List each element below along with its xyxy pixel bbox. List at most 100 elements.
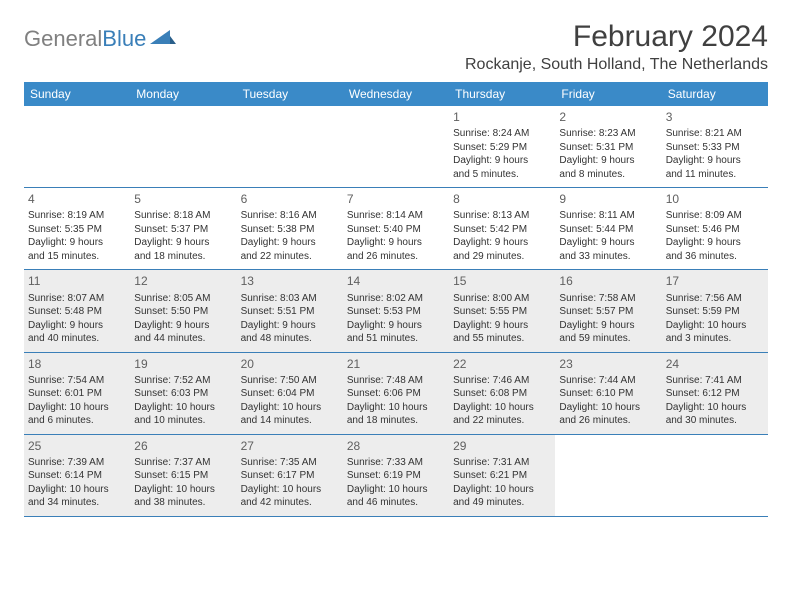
week-row: 1Sunrise: 8:24 AMSunset: 5:29 PMDaylight… — [24, 106, 768, 188]
day-sunrise: Sunrise: 8:19 AM — [28, 209, 126, 223]
day-cell: 29Sunrise: 7:31 AMSunset: 6:21 PMDayligh… — [449, 435, 555, 516]
day-sunset: Sunset: 6:03 PM — [134, 387, 232, 401]
day-sunset: Sunset: 5:46 PM — [666, 223, 764, 237]
day-number: 16 — [559, 273, 657, 289]
day-sunrise: Sunrise: 7:56 AM — [666, 292, 764, 306]
day-sunset: Sunset: 5:37 PM — [134, 223, 232, 237]
day-day1: Daylight: 10 hours — [559, 401, 657, 415]
day-cell — [662, 435, 768, 516]
day-cell: 27 Sunrise: 7:35 AMSunset: 6:17 PMDayligh… — [237, 435, 343, 516]
day-sunrise: Sunrise: 7:54 AM — [28, 374, 126, 388]
header: GeneralBlue February 2024 Rockanje, Sout… — [24, 20, 768, 74]
day-info: Sunrise: 7:35 AMSunset: 6:17 PMDaylight:… — [241, 456, 339, 510]
day-info: Sunrise: 7:41 AMSunset: 6:12 PMDaylight:… — [666, 374, 764, 428]
day-number: 24 — [666, 356, 764, 372]
day-info: Sunrise: 8:07 AMSunset: 5:48 PMDaylight:… — [28, 292, 126, 346]
day-sunset: Sunset: 5:51 PM — [241, 305, 339, 319]
day-info: Sunrise: 7:39 AMSunset: 6:14 PMDaylight:… — [28, 456, 126, 510]
day-day2: and 18 minutes. — [347, 414, 445, 428]
day-day2: and 46 minutes. — [347, 496, 445, 510]
day-sunset: Sunset: 6:08 PM — [453, 387, 551, 401]
day-sunset: Sunset: 5:59 PM — [666, 305, 764, 319]
day-sunrise: Sunrise: 7:46 AM — [453, 374, 551, 388]
day-cell: 25 Sunrise: 7:39 AMSunset: 6:14 PMDayligh… — [24, 435, 130, 516]
day-info: Sunrise: 8:09 AMSunset: 5:46 PMDaylight:… — [666, 209, 764, 263]
day-day2: and 26 minutes. — [347, 250, 445, 264]
day-number: 27 — [241, 438, 339, 454]
day-sunrise: Sunrise: 7:50 AM — [241, 374, 339, 388]
day-day1: Daylight: 10 hours — [134, 483, 232, 497]
week-row: 11Sunrise: 8:07 AMSunset: 5:48 PMDayligh… — [24, 270, 768, 352]
day-sunrise: Sunrise: 8:21 AM — [666, 127, 764, 141]
day-day1: Daylight: 9 hours — [28, 236, 126, 250]
logo: GeneralBlue — [24, 26, 176, 52]
day-day2: and 3 minutes. — [666, 332, 764, 346]
day-number: 19 — [134, 356, 232, 372]
day-number: 15 — [453, 273, 551, 289]
day-info: Sunrise: 8:24 AMSunset: 5:29 PMDaylight:… — [453, 127, 551, 181]
day-sunrise: Sunrise: 8:02 AM — [347, 292, 445, 306]
day-day2: and 10 minutes. — [134, 414, 232, 428]
day-sunset: Sunset: 5:57 PM — [559, 305, 657, 319]
day-info: Sunrise: 8:14 AMSunset: 5:40 PMDaylight:… — [347, 209, 445, 263]
day-sunset: Sunset: 5:42 PM — [453, 223, 551, 237]
day-sunset: Sunset: 6:21 PM — [453, 469, 551, 483]
day-cell: 14Sunrise: 8:02 AMSunset: 5:53 PMDayligh… — [343, 270, 449, 351]
day-sunrise: Sunrise: 7:31 AM — [453, 456, 551, 470]
day-sunset: Sunset: 6:15 PM — [134, 469, 232, 483]
day-day1: Daylight: 10 hours — [666, 401, 764, 415]
day-cell: 2Sunrise: 8:23 AMSunset: 5:31 PMDaylight… — [555, 106, 661, 187]
day-info: Sunrise: 8:05 AMSunset: 5:50 PMDaylight:… — [134, 292, 232, 346]
day-sunset: Sunset: 6:19 PM — [347, 469, 445, 483]
day-cell — [130, 106, 236, 187]
day-info: Sunrise: 7:58 AMSunset: 5:57 PMDaylight:… — [559, 292, 657, 346]
day-day2: and 22 minutes. — [241, 250, 339, 264]
day-sunrise: Sunrise: 7:33 AM — [347, 456, 445, 470]
day-number: 25 — [28, 438, 126, 454]
day-sunset: Sunset: 6:10 PM — [559, 387, 657, 401]
day-day2: and 15 minutes. — [28, 250, 126, 264]
day-sunrise: Sunrise: 7:48 AM — [347, 374, 445, 388]
day-cell: 28 Sunrise: 7:33 AMSunset: 6:19 PMDayligh… — [343, 435, 449, 516]
day-number: 9 — [559, 191, 657, 207]
day-info: Sunrise: 8:11 AMSunset: 5:44 PMDaylight:… — [559, 209, 657, 263]
day-cell: 21Sunrise: 7:48 AMSunset: 6:06 PMDayligh… — [343, 353, 449, 434]
month-title: February 2024 — [465, 20, 768, 54]
day-day1: Daylight: 9 hours — [134, 319, 232, 333]
logo-part1: General — [24, 26, 102, 51]
day-sunrise: Sunrise: 8:00 AM — [453, 292, 551, 306]
day-sunrise: Sunrise: 8:07 AM — [28, 292, 126, 306]
day-info: Sunrise: 7:52 AMSunset: 6:03 PMDaylight:… — [134, 374, 232, 428]
day-cell — [24, 106, 130, 187]
day-day1: Daylight: 9 hours — [241, 236, 339, 250]
day-sunset: Sunset: 5:55 PM — [453, 305, 551, 319]
day-day2: and 6 minutes. — [28, 414, 126, 428]
day-sunrise: Sunrise: 8:05 AM — [134, 292, 232, 306]
weekday-header: SundayMondayTuesdayWednesdayThursdayFrid… — [24, 82, 768, 106]
day-day2: and 51 minutes. — [347, 332, 445, 346]
day-day1: Daylight: 9 hours — [241, 319, 339, 333]
logo-part2: Blue — [102, 26, 146, 51]
day-number: 7 — [347, 191, 445, 207]
day-day2: and 36 minutes. — [666, 250, 764, 264]
day-info: Sunrise: 8:18 AMSunset: 5:37 PMDaylight:… — [134, 209, 232, 263]
day-day2: and 11 minutes. — [666, 168, 764, 182]
day-number: 17 — [666, 273, 764, 289]
day-day2: and 26 minutes. — [559, 414, 657, 428]
day-info: Sunrise: 7:46 AMSunset: 6:08 PMDaylight:… — [453, 374, 551, 428]
day-day2: and 22 minutes. — [453, 414, 551, 428]
weekday-label: Saturday — [662, 82, 768, 106]
day-number: 23 — [559, 356, 657, 372]
day-cell: 15Sunrise: 8:00 AMSunset: 5:55 PMDayligh… — [449, 270, 555, 351]
week-row: 4Sunrise: 8:19 AMSunset: 5:35 PMDaylight… — [24, 188, 768, 270]
weekday-label: Wednesday — [343, 82, 449, 106]
day-number: 28 — [347, 438, 445, 454]
day-cell: 13Sunrise: 8:03 AMSunset: 5:51 PMDayligh… — [237, 270, 343, 351]
day-day1: Daylight: 10 hours — [347, 483, 445, 497]
day-info: Sunrise: 7:54 AMSunset: 6:01 PMDaylight:… — [28, 374, 126, 428]
day-day2: and 38 minutes. — [134, 496, 232, 510]
day-info: Sunrise: 7:56 AMSunset: 5:59 PMDaylight:… — [666, 292, 764, 346]
day-sunset: Sunset: 5:53 PM — [347, 305, 445, 319]
week-row: 25 Sunrise: 7:39 AMSunset: 6:14 PMDayligh… — [24, 435, 768, 517]
day-sunset: Sunset: 5:40 PM — [347, 223, 445, 237]
